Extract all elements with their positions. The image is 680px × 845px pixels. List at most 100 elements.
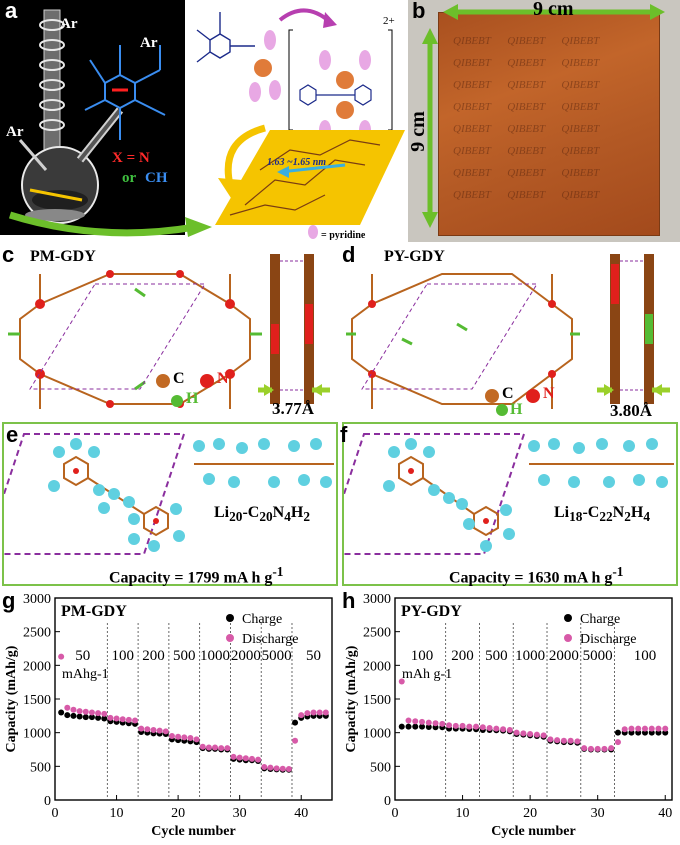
y-tick-label: 500	[30, 760, 51, 775]
data-point	[273, 765, 280, 772]
y-tick-label: 2500	[23, 626, 51, 641]
panel-c-label: c	[2, 242, 15, 267]
plot-frame	[394, 597, 673, 801]
rate-label: 50	[75, 648, 90, 664]
data-point	[547, 736, 554, 743]
molecule-distance-label: 1.63 ~1.65 nm	[267, 157, 326, 168]
rate-label: 100	[634, 648, 657, 664]
data-point	[150, 726, 157, 733]
data-point	[554, 737, 561, 744]
data-point	[101, 710, 108, 717]
legend-label: Charge	[580, 612, 620, 627]
data-point	[452, 722, 459, 729]
argon-label-3: Ar	[6, 124, 24, 140]
data-point	[614, 729, 621, 736]
data-point	[419, 723, 426, 730]
rate-label: 50	[306, 648, 321, 664]
data-point	[527, 731, 534, 738]
y-tick-label: 3000	[363, 592, 391, 607]
y-axis-label: Capacity (mAh/g)	[4, 645, 19, 752]
y-tick-label: 1000	[363, 727, 391, 742]
data-point	[473, 723, 480, 730]
y-tick-label: 2000	[363, 659, 391, 674]
data-point	[621, 726, 628, 733]
legend-hydrogen: H	[186, 390, 199, 407]
formula-e: Li20-C20N4H2	[214, 504, 311, 525]
chart-title: PY-GDY	[401, 603, 462, 620]
data-point	[218, 745, 225, 752]
legend-carbon: C	[173, 370, 185, 387]
data-point	[446, 722, 453, 729]
data-point	[405, 723, 412, 730]
data-point	[587, 745, 594, 752]
legend-label: Charge	[242, 612, 282, 627]
reaction-flask-illustration	[18, 9, 166, 224]
y-tick-label: 500	[370, 760, 391, 775]
legend-marker	[564, 634, 572, 642]
data-point	[310, 709, 317, 716]
x-tick-label: 40	[294, 806, 308, 821]
data-point	[193, 736, 200, 743]
panel-f: f Li18-C22N2H4 Capacity = 1630 mA h g-1	[322, 422, 678, 587]
data-point	[641, 725, 648, 732]
x-tick-label: 10	[456, 806, 470, 821]
legend-hydrogen-d: H	[510, 401, 523, 418]
data-point	[405, 717, 412, 724]
y-tick-label: 1500	[363, 693, 391, 708]
y-tick-label: 0	[384, 794, 391, 809]
data-point	[261, 764, 268, 771]
panel-d: d PY-GDY C N H 3.80Å	[342, 242, 680, 420]
data-point	[113, 715, 120, 722]
data-point	[82, 708, 89, 715]
data-point	[292, 719, 299, 726]
data-point	[144, 726, 151, 733]
data-point	[567, 737, 574, 744]
data-point	[560, 737, 567, 744]
film-sample	[438, 12, 660, 236]
y-tick-label: 2000	[23, 659, 51, 674]
data-point	[224, 745, 231, 752]
panel-e: e Li20-C20N4H2 Capacity = 1799 mA h g-1	[0, 422, 338, 587]
rate-label: 100	[111, 648, 134, 664]
rate-label: 2000	[231, 648, 261, 664]
py-gdy-structure	[346, 254, 670, 416]
argon-label-2: Ar	[140, 35, 158, 51]
legend-carbon-d: C	[502, 385, 514, 402]
data-point	[635, 725, 642, 732]
rate-label: 5000	[583, 648, 613, 664]
rate-unit-label: mAh g-1	[402, 667, 452, 682]
data-point	[95, 714, 102, 721]
data-point	[513, 729, 520, 736]
data-point	[70, 712, 77, 719]
capacity-f: Capacity = 1630 mA h g-1	[449, 564, 624, 587]
py-gdy-title: PY-GDY	[384, 248, 445, 265]
data-point	[655, 725, 662, 732]
capacity-e: Capacity = 1799 mA h g-1	[109, 564, 284, 587]
data-point	[199, 743, 206, 750]
watermark-grid: QIBEBT QIBEBT QIBEBT QIBEBT QIBEBT QIBEB…	[453, 35, 600, 201]
data-point	[425, 723, 432, 730]
data-point	[648, 725, 655, 732]
legend-marker	[226, 614, 234, 622]
data-point	[540, 732, 547, 739]
y-tick-label: 2500	[363, 626, 391, 641]
synthesis-scheme: 2+ 1.63 ~1.65 nm = pyridine	[196, 8, 405, 241]
dimension-arrows	[422, 4, 665, 228]
legend-label: Discharge	[242, 632, 299, 647]
interlayer-spacing-py: 3.80Å	[610, 401, 653, 420]
panel-a-scheme: 2+ 1.63 ~1.65 nm = pyridine	[185, 0, 405, 241]
data-point	[230, 753, 237, 760]
data-point	[285, 766, 292, 773]
data-point	[628, 725, 635, 732]
data-point	[58, 653, 65, 660]
argon-label-1: Ar	[60, 16, 78, 32]
data-point	[212, 744, 219, 751]
data-point	[181, 734, 188, 741]
rate-label: 5000	[262, 648, 292, 664]
panel-h-label: h	[342, 588, 356, 613]
rate-label: 100	[411, 648, 434, 664]
x-axis-label: Cycle number	[151, 824, 235, 839]
x-axis-label: Cycle number	[491, 824, 575, 839]
data-point	[255, 756, 262, 763]
panel-f-label: f	[340, 422, 348, 447]
